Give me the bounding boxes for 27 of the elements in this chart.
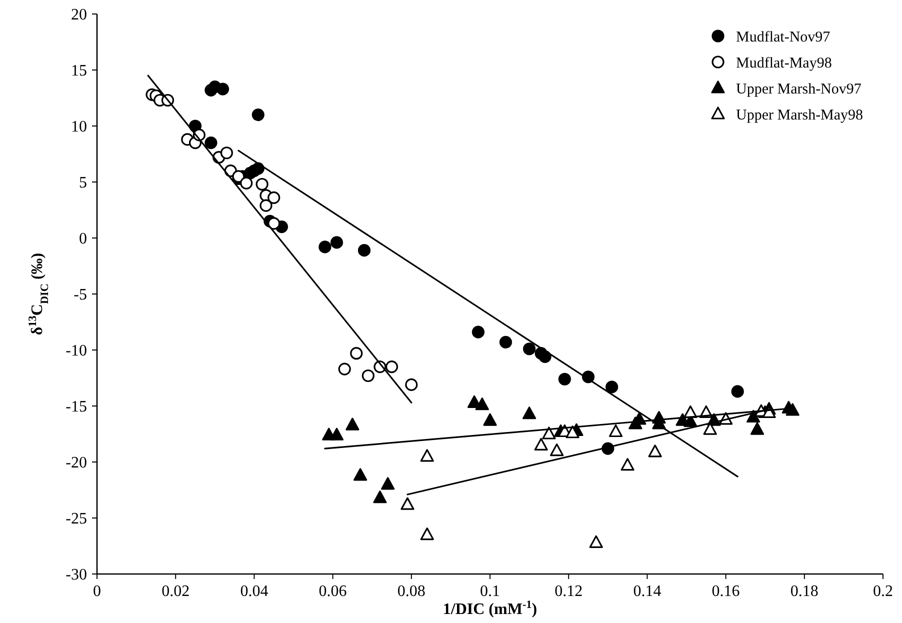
y-tick-label: -20 (66, 454, 87, 472)
y-tick-label: -5 (74, 286, 87, 304)
x-axis-title: 1/DIC (mM$^{-1}$) (442, 599, 538, 618)
x-tick-label: 0.12 (554, 583, 583, 600)
y-tick-label: 5 (79, 174, 87, 192)
y-tick-label: 20 (71, 6, 87, 24)
legend-label: Mudflat-Nov97 (736, 29, 831, 46)
y-tick-label: -25 (66, 510, 87, 528)
y-tick-label: -10 (66, 342, 87, 360)
x-tick-label: 0.08 (397, 583, 426, 600)
y-tick-label: 15 (71, 62, 87, 80)
x-tick-label: 0 (93, 583, 101, 600)
x-tick-label: 0.2 (873, 583, 893, 600)
x-tick-label: 0.16 (712, 583, 740, 600)
y-tick-label: 0 (79, 230, 87, 248)
x-tick-label: 0.1 (480, 583, 500, 600)
x-tick-label: 0.18 (790, 583, 818, 600)
x-tick-label: 0.04 (240, 583, 268, 600)
y-tick-label: -30 (66, 566, 87, 584)
y-tick-label: -15 (66, 398, 87, 416)
legend-label: Upper Marsh-Nov97 (736, 81, 862, 98)
legend-label: Upper Marsh-May98 (736, 107, 864, 124)
x-tick-label: 0.06 (318, 583, 347, 600)
x-tick-label: 0.02 (162, 583, 190, 600)
x-tick-label: 0.14 (633, 583, 662, 600)
y-tick-label: 10 (71, 118, 87, 136)
legend-label: Mudflat-May98 (736, 55, 832, 72)
